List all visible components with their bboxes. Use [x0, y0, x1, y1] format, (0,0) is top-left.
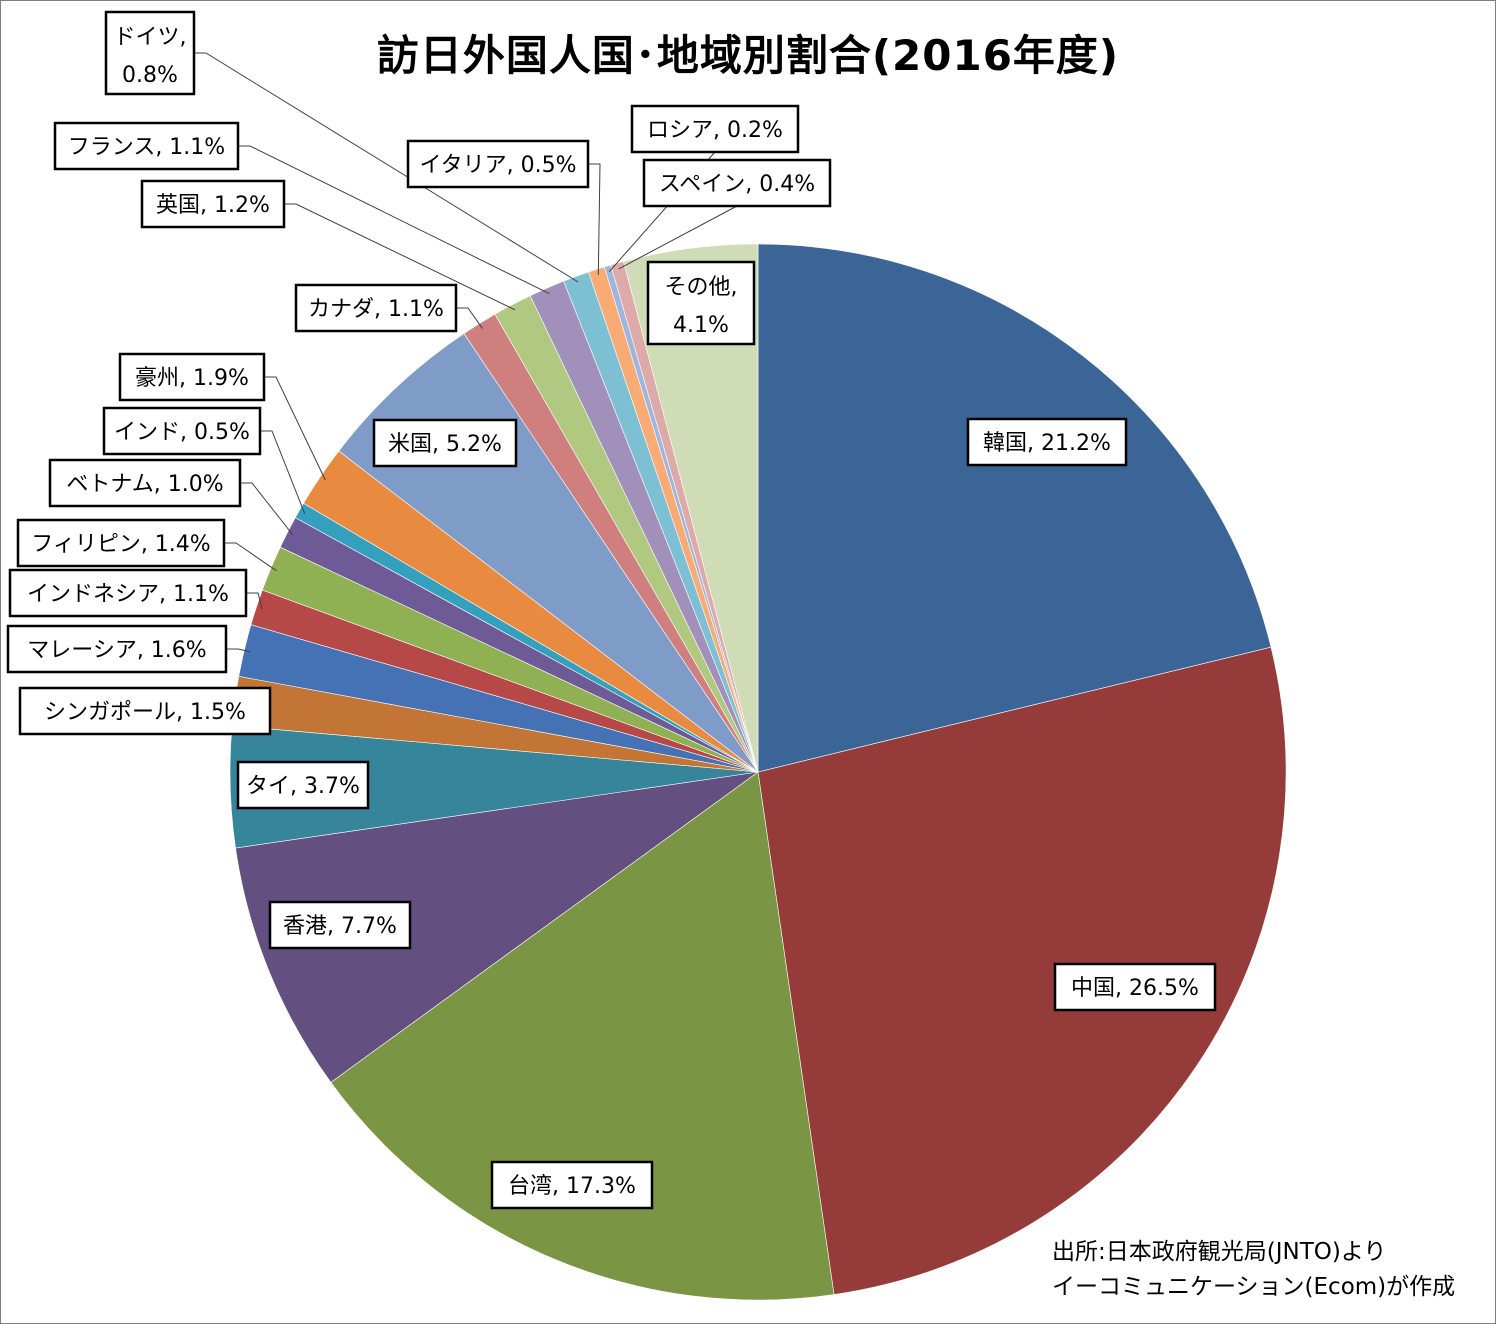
- pie-slice-21: [623, 243, 759, 773]
- data-label-20: スペイン, 0.4%: [642, 158, 832, 208]
- data-label-text: ロシア, 0.2%: [647, 118, 783, 143]
- data-label-box: [372, 418, 518, 468]
- leader-line-14: [456, 307, 483, 329]
- data-label-text: マレーシア, 1.6%: [27, 638, 206, 663]
- data-label-2: 中国, 26.5%: [1053, 962, 1217, 1012]
- data-label-15: 英国, 1.2%: [140, 179, 286, 229]
- data-label-box: [48, 458, 242, 508]
- data-label-box: [406, 139, 590, 189]
- data-label-text: フランス, 1.1%: [68, 135, 225, 160]
- data-label-box: [630, 104, 800, 154]
- data-label-18: イタリア, 0.5%: [406, 139, 590, 189]
- data-label-13: 米国, 5.2%: [372, 418, 518, 468]
- data-label-text: 韓国, 21.2%: [983, 431, 1111, 456]
- data-label-11: インド, 0.5%: [102, 406, 262, 456]
- pie-slice-1: [757, 243, 1272, 773]
- data-label-box: [966, 417, 1128, 467]
- data-label-12: 豪州, 1.9%: [118, 352, 266, 402]
- data-label-1: 韓国, 21.2%: [966, 417, 1128, 467]
- data-label-box: [642, 158, 832, 208]
- data-label-value: 4.1%: [673, 313, 729, 338]
- data-label-text: スペイン, 0.4%: [659, 172, 815, 197]
- data-label-box: [646, 260, 756, 346]
- data-label-box: [294, 283, 458, 333]
- leader-line-7: [226, 648, 251, 653]
- data-label-box: [1053, 962, 1217, 1012]
- data-label-box: [104, 10, 196, 96]
- data-label-text: 豪州, 1.9%: [135, 366, 249, 391]
- data-label-text: タイ, 3.7%: [246, 774, 360, 799]
- data-label-6: シンガポール, 1.5%: [18, 686, 272, 736]
- data-label-8: インドネシア, 1.1%: [8, 568, 248, 618]
- data-label-box: [140, 179, 286, 229]
- data-label-text: 中国, 26.5%: [1071, 976, 1199, 1001]
- leader-line-12: [264, 376, 326, 481]
- data-label-text: カナダ, 1.1%: [308, 297, 444, 322]
- data-label-21: その他, 4.1%: [646, 260, 756, 346]
- data-label-text: ベトナム, 1.0%: [66, 472, 223, 497]
- data-label-16: フランス, 1.1%: [53, 121, 240, 171]
- data-label-text: イタリア, 0.5%: [420, 153, 577, 178]
- data-label-box: [16, 518, 226, 568]
- data-label-box: [268, 900, 412, 950]
- data-labels: 韓国, 21.2% 中国, 26.5% 台湾, 17.3% 香港, 7.7% タイ, 3…: [6, 10, 1217, 1210]
- data-label-5: タイ, 3.7%: [236, 760, 370, 810]
- data-label-text: 英国, 1.2%: [156, 193, 270, 218]
- leader-line-15: [284, 203, 516, 311]
- source-note-line2: イーコミュニケーション(Ecom)が作成: [1052, 1274, 1456, 1300]
- data-label-category: ドイツ,: [114, 25, 187, 50]
- data-label-box: [53, 121, 240, 171]
- leader-line-16: [238, 145, 550, 295]
- pie-slice-3: [330, 771, 835, 1301]
- leader-line-9: [224, 542, 277, 572]
- data-label-value: 0.8%: [122, 63, 178, 88]
- leader-line-18: [588, 163, 601, 276]
- data-label-9: フィリピン, 1.4%: [16, 518, 226, 568]
- data-label-box: [8, 568, 248, 618]
- chart-title: 訪日外国人国･地域別割合(2016年度): [376, 31, 1120, 80]
- data-label-text: インドネシア, 1.1%: [27, 582, 229, 607]
- data-label-text: 台湾, 17.3%: [508, 1174, 636, 1199]
- leader-line-11: [260, 430, 306, 514]
- data-label-17: ドイツ, 0.8%: [104, 10, 196, 96]
- data-label-text: フィリピン, 1.4%: [31, 532, 210, 557]
- data-label-text: インド, 0.5%: [114, 420, 250, 445]
- data-label-text: シンガポール, 1.5%: [44, 700, 246, 725]
- data-label-4: 香港, 7.7%: [268, 900, 412, 950]
- data-label-14: カナダ, 1.1%: [294, 283, 458, 333]
- data-label-box: [18, 686, 272, 736]
- data-label-box: [118, 352, 266, 402]
- pie-slices: [229, 243, 1287, 1301]
- data-label-box: [490, 1160, 654, 1210]
- pie-slice-4: [235, 771, 759, 1083]
- data-label-19: ロシア, 0.2%: [630, 104, 800, 154]
- leader-line-10: [240, 482, 294, 536]
- leader-line-17: [194, 52, 579, 283]
- data-label-7: マレーシア, 1.6%: [6, 624, 228, 674]
- leader-line-20: [618, 205, 738, 270]
- data-label-category: その他,: [665, 275, 738, 300]
- source-note-line1: 出所:日本政府観光局(JNTO)より: [1052, 1239, 1387, 1265]
- data-label-text: 米国, 5.2%: [388, 432, 502, 457]
- data-label-box: [6, 624, 228, 674]
- data-label-box: [236, 760, 370, 810]
- pie-slice-2: [757, 646, 1287, 1295]
- data-label-10: ベトナム, 1.0%: [48, 458, 242, 508]
- data-label-3: 台湾, 17.3%: [490, 1160, 654, 1210]
- data-label-box: [102, 406, 262, 456]
- leader-lines: [144, 52, 738, 735]
- data-label-text: 香港, 7.7%: [283, 914, 397, 939]
- leader-line-8: [246, 592, 263, 610]
